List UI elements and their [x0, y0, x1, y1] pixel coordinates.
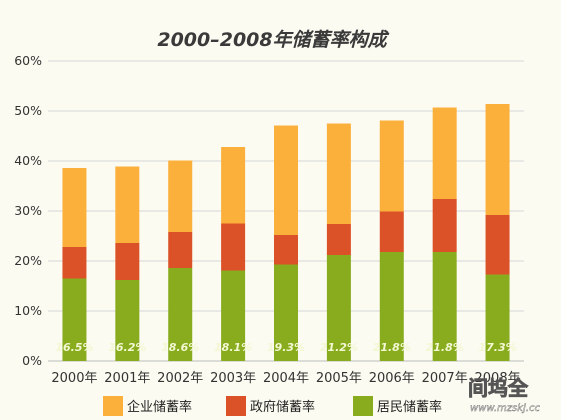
legend: 企业储蓄率 政府储蓄率 居民储蓄率	[103, 396, 442, 416]
bars	[62, 104, 510, 361]
bar-segment	[115, 280, 140, 361]
data-label: 21.8%	[426, 341, 464, 354]
bar-segment	[485, 104, 510, 215]
y-tick-label: 20%	[14, 253, 42, 268]
y-tick-label: 40%	[14, 153, 42, 168]
legend-label: 政府储蓄率	[250, 399, 315, 415]
legend-label: 居民储蓄率	[377, 399, 442, 415]
watermark-main: 间坞全	[468, 376, 529, 400]
bar-segment	[432, 252, 457, 361]
bar-segment	[432, 107, 457, 199]
data-label: 16.5%	[55, 341, 93, 354]
data-label: 17.3%	[478, 341, 516, 354]
bar-segment	[326, 123, 351, 224]
x-tick-label: 2002年	[157, 371, 203, 386]
x-tick-label: 2001年	[104, 371, 150, 386]
bar-segment	[168, 160, 193, 232]
y-axis-tick-labels: 0% 10% 20% 30% 40% 50% 60%	[14, 53, 42, 368]
watermark-sub: www.mzskj.cc	[470, 403, 541, 414]
legend-swatch	[103, 396, 123, 416]
bar-segment	[485, 215, 510, 275]
watermark: 间坞全 www.mzskj.cc	[468, 376, 541, 415]
bar-segment	[115, 243, 140, 280]
bar-segment	[485, 274, 510, 361]
bar-segment	[168, 232, 193, 268]
legend-label: 企业储蓄率	[127, 399, 192, 415]
data-labels: 16.5% 16.2% 18.6% 18.1% 19.3% 21.2% 21.8% 21.8%…	[55, 341, 516, 354]
data-label: 21.2%	[320, 341, 358, 354]
legend-swatch	[353, 396, 373, 416]
data-label: 18.1%	[214, 341, 252, 354]
bar-segment	[274, 235, 298, 265]
bar-segment	[274, 264, 298, 361]
x-tick-label: 2008年	[475, 371, 521, 386]
y-tick-label: 30%	[14, 203, 42, 218]
bar-segment	[221, 270, 246, 361]
bar-segment	[379, 120, 404, 212]
bar-segment	[432, 199, 457, 252]
bar-segment	[379, 211, 404, 252]
legend-swatch	[226, 396, 246, 416]
bar-segment	[168, 268, 193, 361]
bar-segment	[379, 252, 404, 361]
y-tick-label: 10%	[14, 303, 42, 318]
y-tick-label: 50%	[14, 103, 42, 118]
bar-segment	[62, 247, 87, 279]
bar-segment	[274, 125, 298, 235]
x-tick-label: 2006年	[369, 371, 415, 386]
bar-segment	[326, 255, 351, 361]
y-tick-label: 0%	[22, 353, 42, 368]
data-label: 18.6%	[161, 341, 199, 354]
bar-segment	[221, 147, 246, 224]
bar-segment	[62, 168, 87, 247]
bar-segment	[221, 223, 246, 271]
x-tick-label: 2007年	[422, 371, 468, 386]
x-tick-label: 2000年	[51, 371, 97, 386]
bar-segment	[326, 224, 351, 255]
x-axis-tick-labels: 2000年 2001年 2002年 2003年 2004年 2005年 2006年 2007年…	[51, 371, 520, 386]
x-tick-label: 2005年	[316, 371, 362, 386]
x-tick-label: 2003年	[210, 371, 256, 386]
y-tick-label: 60%	[14, 53, 42, 68]
x-tick-label: 2004年	[263, 371, 309, 386]
data-label: 16.2%	[108, 341, 146, 354]
bar-segment	[115, 166, 140, 243]
bar-segment	[62, 278, 87, 361]
data-label: 19.3%	[267, 341, 305, 354]
data-label: 21.8%	[373, 341, 411, 354]
chart-title: 2000–2008年储蓄率构成	[157, 29, 389, 51]
